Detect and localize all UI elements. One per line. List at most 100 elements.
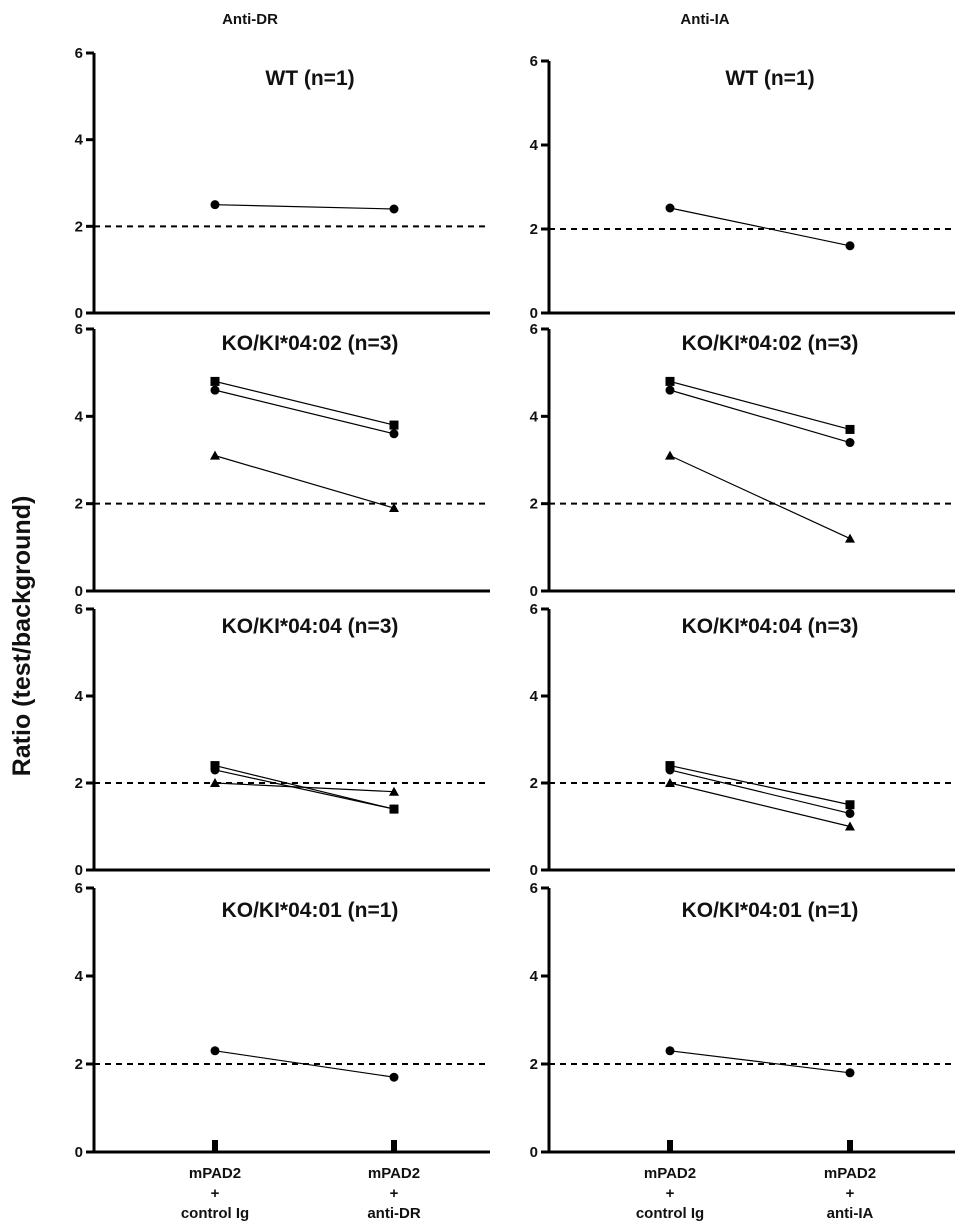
data-point-triangle [210,778,220,787]
series-line-circle [669,769,851,815]
y-tick-label: 0 [530,1144,538,1161]
panel-anti-dr-3: 0 2 4 6 KO/KI*04:04 (n=3) [75,601,490,879]
y-tick-label: 0 [75,1144,83,1161]
data-point-triangle [665,778,675,787]
data-point-triangle [845,821,855,831]
y-tick-label: 4 [530,688,539,705]
y-tick-label: 2 [530,1056,538,1073]
y-tick-label: 2 [75,218,83,235]
panel-title: WT (n=1) [265,67,354,90]
y-tick-label: 2 [75,496,83,513]
panel-anti-dr-1: 0 2 4 6 WT (n=1) [75,45,490,322]
series-line-triangle [214,782,395,793]
y-tick-label: 0 [530,583,538,600]
x-category-label: anti-IA [827,1205,874,1222]
y-tick-label: 4 [75,132,84,149]
data-point-square [845,800,855,810]
series-line-circle [669,389,851,444]
data-point-circle [210,1046,220,1056]
y-tick-label: 2 [530,496,538,513]
series-line-circle [214,204,395,210]
series-line-circle [214,769,395,810]
data-point-circle [665,385,675,395]
x-category-label: mPAD2 [644,1165,696,1182]
y-tick-label: 2 [75,775,83,792]
y-tick-label: 6 [75,601,83,618]
data-point-circle [665,765,675,775]
data-point-square [665,376,675,386]
y-tick-label: 0 [75,305,83,322]
y-tick-label: 6 [530,601,538,618]
data-point-triangle [845,533,855,543]
panel-title: KO/KI*04:04 (n=3) [222,615,399,638]
data-point-circle [210,765,220,775]
data-point-square [845,424,855,434]
series-line-square [669,765,851,806]
y-tick-label: 6 [75,880,83,897]
x-category-label: + [846,1185,855,1202]
x-category-label: control Ig [181,1205,249,1222]
y-tick-label: 0 [530,862,538,879]
data-point-triangle [665,450,675,460]
series-line-square [669,380,851,431]
y-tick-label: 6 [530,321,538,338]
y-tick-label: 0 [530,305,538,322]
series-line-circle [669,1050,851,1074]
y-tick-label: 4 [530,137,539,154]
panels-layer: 0 2 4 6 WT (n=1) 0 2 4 6 KO/KI*04:02 (n=3) 0 2 4 6 KO/… [75,45,955,1222]
y-tick-label: 4 [75,968,84,985]
x-category-label: control Ig [636,1205,704,1222]
series-line-triangle [669,782,851,828]
column-title-anti-dr: Anti-DR [222,11,278,28]
data-point-circle [845,241,855,251]
panel-title: KO/KI*04:02 (n=3) [682,332,859,355]
panel-title: KO/KI*04:02 (n=3) [222,332,399,355]
y-tick-label: 6 [75,45,83,62]
panel-title: KO/KI*04:01 (n=1) [222,899,399,922]
y-tick-label: 2 [75,1056,83,1073]
data-point-square [210,376,220,386]
y-axis-title: Ratio (test/background) [8,496,36,777]
x-category-label: + [390,1185,399,1202]
x-category-label: + [666,1185,675,1202]
panel-anti-dr-4: 0 2 4 6 KO/KI*04:01 (n=1) [75,880,490,1161]
series-line-square [214,380,395,426]
y-tick-label: 6 [75,321,83,338]
y-tick-label: 4 [75,408,84,425]
data-point-circle [845,438,855,448]
panel-title: KO/KI*04:04 (n=3) [682,615,859,638]
x-category-label: + [211,1185,220,1202]
data-point-circle [210,385,220,395]
panel-title: KO/KI*04:01 (n=1) [682,899,859,922]
data-point-circle [665,1046,675,1056]
y-tick-label: 0 [75,862,83,879]
data-point-triangle [389,503,399,513]
y-tick-label: 2 [530,221,538,238]
data-point-square [389,420,399,430]
data-point-circle [845,1068,855,1078]
series-line-triangle [669,455,851,540]
series-line-triangle [214,455,395,509]
y-tick-label: 0 [75,583,83,600]
x-category-label: mPAD2 [824,1165,876,1182]
y-tick-label: 6 [530,880,538,897]
data-point-triangle [210,450,220,460]
y-tick-label: 4 [75,688,84,705]
series-line-circle [214,1050,395,1078]
column-title-anti-ia: Anti-IA [680,11,729,28]
data-point-triangle [389,786,399,796]
panel-anti-ia-3: 0 2 4 6 KO/KI*04:04 (n=3) [530,601,955,879]
x-category-label: mPAD2 [189,1165,241,1182]
panel-anti-ia-2: 0 2 4 6 KO/KI*04:02 (n=3) [530,321,955,600]
panel-anti-dr-2: 0 2 4 6 KO/KI*04:02 (n=3) [75,321,490,600]
x-category-label: anti-DR [367,1205,420,1222]
data-point-circle [389,204,399,214]
data-point-circle [210,200,220,210]
y-tick-label: 2 [530,775,538,792]
data-point-circle [845,808,855,818]
series-line-circle [669,207,851,247]
data-point-circle [389,429,399,439]
x-category-label: mPAD2 [368,1165,420,1182]
data-point-circle [389,1072,399,1082]
